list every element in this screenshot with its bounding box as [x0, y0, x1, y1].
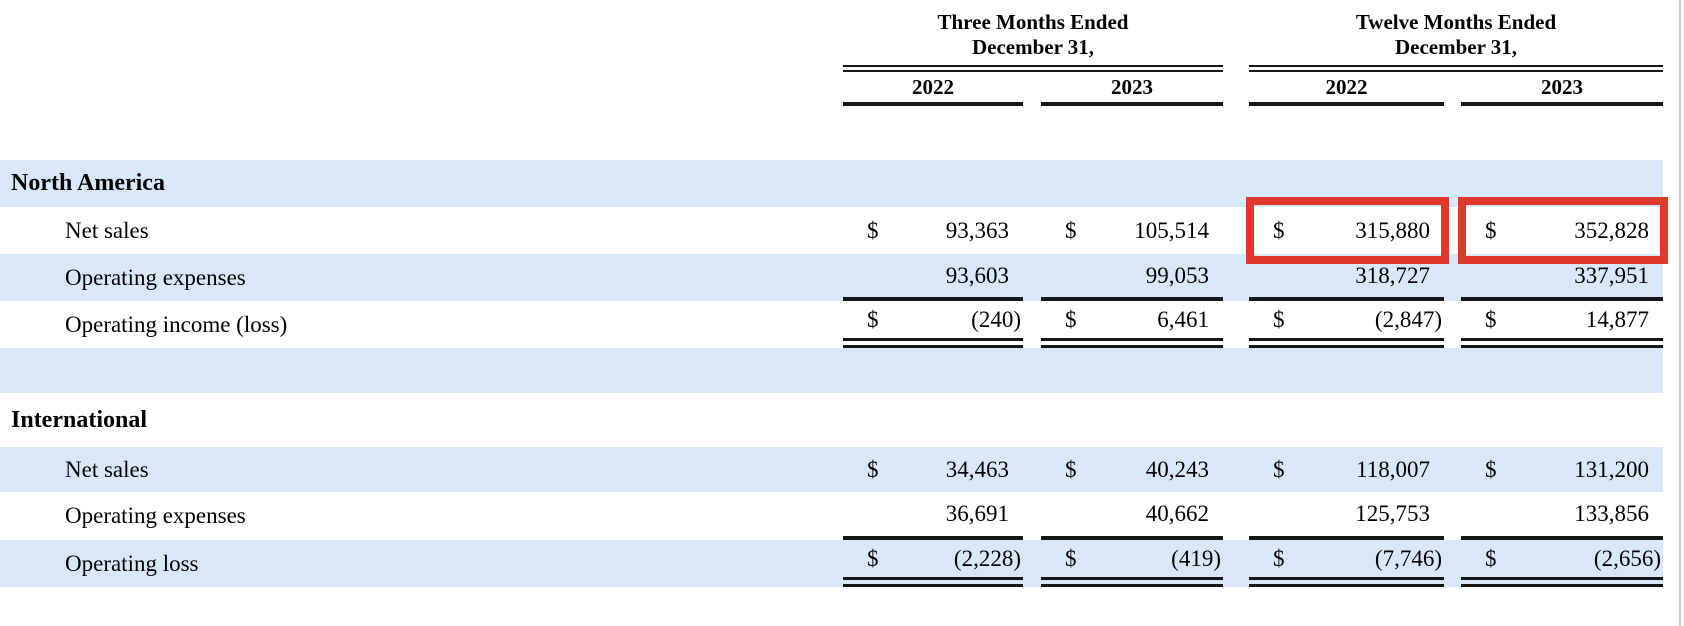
currency-symbol: $ [867, 217, 879, 243]
currency-symbol: $ [1065, 217, 1077, 243]
group-title-line2: December 31, [1394, 35, 1518, 59]
column-group-three-months: Three Months Ended December 31, [843, 0, 1223, 72]
table-row-na-net-sales: Net sales $ 93,363 $ 105,514 $ 315,880 $… [0, 197, 1668, 264]
row-label: Operating expenses [65, 264, 246, 290]
cell-intl-opex-three-2023: 40,662 [1041, 492, 1223, 540]
amount-value: (419) [1171, 545, 1221, 571]
currency-symbol: $ [867, 456, 879, 482]
cell-na-opinc-three-2023: $ 6,461 [1041, 301, 1223, 348]
column-group-twelve-months: Twelve Months Ended December 31, [1249, 0, 1663, 72]
amount-value: (2,656) [1593, 545, 1661, 571]
spacer-row [0, 106, 1663, 160]
year-header-twelve-2022: 2022 [1249, 72, 1444, 106]
amount-value: 318,727 [1355, 262, 1430, 288]
cell-na-opex-three-2022: 93,603 [843, 254, 1023, 301]
section-title: North America [11, 170, 165, 196]
cell-na-net-sales-three-2023: $ 105,514 [1041, 207, 1223, 254]
amount-value: (7,746) [1374, 545, 1442, 571]
currency-symbol: $ [867, 306, 879, 332]
group-title-line2: December 31, [971, 35, 1095, 59]
amount-value: 40,662 [1145, 501, 1209, 526]
amount-value: (2,228) [953, 545, 1021, 571]
cell-intl-net-sales-three-2023: $ 40,243 [1041, 447, 1223, 492]
amount-value: 40,243 [1145, 456, 1209, 482]
amount-value: 352,828 [1574, 217, 1649, 243]
currency-symbol: $ [1273, 306, 1285, 332]
cell-na-net-sales-twelve-2022: $ 315,880 [1246, 197, 1449, 264]
cell-intl-opex-twelve-2022: 125,753 [1249, 492, 1444, 540]
cell-intl-oploss-three-2022: $ (2,228) [843, 540, 1023, 587]
row-label: Operating income (loss) [65, 311, 288, 337]
amount-value: 93,363 [945, 217, 1009, 243]
column-group-header-row: Three Months Ended December 31, Twelve M… [0, 0, 1663, 72]
amount-value: 99,053 [1145, 262, 1209, 288]
cell-intl-oploss-three-2023: $ (419) [1041, 540, 1223, 587]
amount-value: 36,691 [945, 501, 1009, 526]
row-label: Operating expenses [65, 503, 246, 528]
table-row-intl-operating-expenses: Operating expenses 36,691 40,662 125,753… [0, 492, 1663, 540]
amount-value: 14,877 [1585, 306, 1649, 332]
row-label: Net sales [65, 456, 149, 482]
amount-value: 34,463 [945, 456, 1009, 482]
currency-symbol: $ [1485, 456, 1497, 482]
amount-value: (240) [971, 306, 1021, 332]
amount-value: 105,514 [1134, 217, 1209, 243]
amount-value: 118,007 [1356, 456, 1430, 482]
row-label: Net sales [65, 217, 149, 243]
cell-na-opex-twelve-2022: 318,727 [1249, 254, 1444, 301]
cell-intl-oploss-twelve-2023: $ (2,656) [1461, 540, 1663, 587]
label-column-spacer [0, 0, 843, 72]
cell-intl-opex-twelve-2023: 133,856 [1461, 492, 1663, 540]
year-header-twelve-2023: 2023 [1461, 72, 1663, 106]
amount-value: 93,603 [945, 262, 1009, 288]
section-header-row-international: International [0, 393, 1663, 447]
currency-symbol: $ [1273, 545, 1285, 571]
currency-symbol: $ [1273, 217, 1285, 243]
amount-value: 6,461 [1157, 306, 1209, 332]
table-row-na-operating-expenses: Operating expenses 93,603 99,053 318,727… [0, 254, 1663, 301]
section-title: International [11, 406, 148, 433]
cell-na-opinc-twelve-2023: $ 14,877 [1461, 301, 1663, 348]
group-title-line1: Twelve Months Ended [1355, 10, 1557, 34]
cell-na-net-sales-twelve-2023: $ 352,828 [1458, 197, 1668, 264]
cell-na-opinc-twelve-2022: $ (2,847) [1249, 301, 1444, 348]
cell-na-opinc-three-2022: $ (240) [843, 301, 1023, 348]
table-row-intl-operating-loss: Operating loss $ (2,228) $ (419) $ (7,74… [0, 540, 1663, 587]
page-edge-line [1679, 0, 1681, 626]
cell-intl-opex-three-2022: 36,691 [843, 492, 1023, 540]
currency-symbol: $ [1273, 456, 1285, 482]
table-row-intl-net-sales: Net sales $ 34,463 $ 40,243 $ 118,007 $ … [0, 447, 1663, 492]
section-header-row-north-america: North America [0, 160, 1663, 207]
cell-intl-oploss-twelve-2022: $ (7,746) [1249, 540, 1444, 587]
cell-na-opex-three-2023: 99,053 [1041, 254, 1223, 301]
currency-symbol: $ [1485, 545, 1497, 571]
currency-symbol: $ [867, 545, 879, 571]
spacer-row [0, 348, 1663, 393]
row-label: Operating loss [65, 550, 199, 576]
year-header-three-2023: 2023 [1041, 72, 1223, 106]
currency-symbol: $ [1485, 306, 1497, 332]
group-title-line1: Three Months Ended [937, 10, 1129, 34]
cell-intl-net-sales-three-2022: $ 34,463 [843, 447, 1023, 492]
currency-symbol: $ [1065, 456, 1077, 482]
table-row-na-operating-income: Operating income (loss) $ (240) $ 6,461 … [0, 301, 1663, 348]
cell-intl-net-sales-twelve-2023: $ 131,200 [1461, 447, 1663, 492]
currency-symbol: $ [1485, 217, 1497, 243]
label-column-spacer [0, 72, 843, 106]
year-header-row: 2022 2023 2022 2023 [0, 72, 1663, 106]
amount-value: 337,951 [1574, 262, 1649, 288]
currency-symbol: $ [1065, 545, 1077, 571]
cell-intl-net-sales-twelve-2022: $ 118,007 [1249, 447, 1444, 492]
amount-value: 315,880 [1355, 217, 1430, 243]
amount-value: 125,753 [1355, 501, 1430, 526]
amount-value: 133,856 [1574, 501, 1649, 526]
year-header-three-2022: 2022 [843, 72, 1023, 106]
amount-value: 131,200 [1574, 456, 1649, 482]
cell-na-net-sales-three-2022: $ 93,363 [843, 207, 1023, 254]
amount-value: (2,847) [1374, 306, 1442, 332]
currency-symbol: $ [1065, 306, 1077, 332]
cell-na-opex-twelve-2023: 337,951 [1461, 254, 1663, 301]
